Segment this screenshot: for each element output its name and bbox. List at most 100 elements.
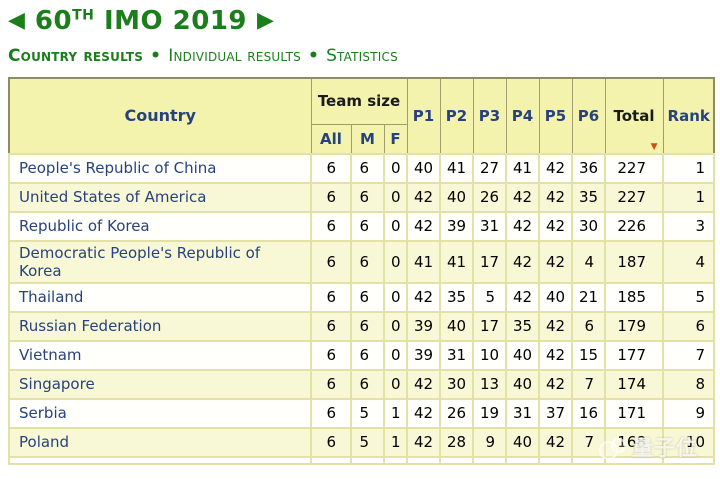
cell-total: 226 [604,210,665,242]
cell-p3: 5 [472,281,508,313]
empty-cell [406,455,442,465]
country-link[interactable]: Republic of Korea [8,210,312,242]
cell-total: 174 [604,368,665,400]
column-header-p4[interactable]: P4 [505,77,540,155]
cell-rank: 6 [662,310,716,342]
cell-rank: 5 [662,281,716,313]
column-header-p2[interactable]: P2 [439,77,474,155]
cell-team-all: 6 [310,426,352,458]
cell-team-all: 6 [310,239,352,284]
cell-p2: 31 [439,339,475,371]
cell-total: 185 [604,281,665,313]
cell-p3: 27 [472,152,508,184]
country-link[interactable]: Singapore [8,368,312,400]
empty-cell [310,455,352,465]
prev-year-arrow-icon[interactable]: ◀ [8,8,25,34]
cell-p4: 31 [505,397,541,429]
cell-team-f: 1 [382,426,409,458]
cell-p3: 17 [472,310,508,342]
cell-p4: 40 [505,368,541,400]
table-row: Vietnam 6 6 0 39 31 10 40 42 15 177 7 [8,339,716,371]
cell-p5: 42 [538,339,574,371]
table-row: United States of America 6 6 0 42 40 26 42 42 35 2… [8,181,716,213]
cell-p2: 40 [439,310,475,342]
cell-total: 227 [604,181,665,213]
cell-p3: 19 [472,397,508,429]
cell-p5: 42 [538,152,574,184]
country-link[interactable]: People's Republic of China [8,152,312,184]
nav-bullet: • [307,45,320,66]
cell-p1: 39 [406,310,442,342]
table-row: Serbia 6 5 1 42 26 19 31 37 16 171 9 [8,397,716,429]
column-header-country[interactable]: Country [8,77,312,155]
cell-team-m: 5 [350,397,385,429]
country-link[interactable]: United States of America [8,181,312,213]
table-row: Thailand 6 6 0 42 35 5 42 40 21 185 5 [8,281,716,313]
country-link[interactable]: Serbia [8,397,312,429]
cell-p6: 7 [571,426,607,458]
cell-team-f: 0 [382,368,409,400]
table-row-partial [8,455,716,465]
column-header-p3[interactable]: P3 [472,77,507,155]
cell-p1: 42 [406,426,442,458]
cell-p3: 31 [472,210,508,242]
cell-team-m: 6 [350,181,385,213]
cell-total: 168 [604,426,665,458]
page-title: 60TH IMO 2019 [34,6,248,36]
column-header-m[interactable]: M [350,124,385,155]
cell-team-m: 6 [350,310,385,342]
cell-p1: 40 [406,152,442,184]
cell-team-all: 6 [310,310,352,342]
cell-p4: 35 [505,310,541,342]
column-header-rank[interactable]: Rank [662,77,715,155]
column-header-p6[interactable]: P6 [571,77,606,155]
cell-p2: 26 [439,397,475,429]
empty-cell [439,455,475,465]
country-link[interactable]: Poland [8,426,312,458]
column-header-p1[interactable]: P1 [406,77,441,155]
country-link[interactable]: Thailand [8,281,312,313]
table-row: Republic of Korea 6 6 0 42 39 31 42 42 30 226 3 [8,210,716,242]
cell-p1: 42 [406,181,442,213]
cell-total: 187 [604,239,665,284]
cell-p3: 17 [472,239,508,284]
cell-p4: 41 [505,152,541,184]
empty-cell [505,455,541,465]
cell-rank: 7 [662,339,716,371]
column-header-f[interactable]: F [383,124,408,155]
cell-team-m: 6 [350,152,385,184]
cell-p2: 41 [439,152,475,184]
empty-cell [538,455,574,465]
country-link[interactable]: Democratic People's Republic of Korea [8,239,312,284]
cell-team-m: 6 [350,339,385,371]
next-year-arrow-icon[interactable]: ▶ [257,8,274,34]
cell-team-f: 0 [382,210,409,242]
cell-p5: 42 [538,181,574,213]
cell-p4: 40 [505,339,541,371]
cell-p4: 42 [505,239,541,284]
cell-team-f: 0 [382,339,409,371]
column-header-all[interactable]: All [310,124,352,155]
nav-link-individual-results[interactable]: Individual results [168,45,301,66]
cell-rank: 1 [662,181,716,213]
nav-link-country-results[interactable]: Country results [8,45,144,66]
country-link[interactable]: Russian Federation [8,310,312,342]
cell-total: 227 [604,152,665,184]
column-header-total[interactable]: Total ▼ [604,77,664,155]
results-nav: Country results • Individual results • Stati… [0,36,720,77]
column-header-p5[interactable]: P5 [538,77,573,155]
cell-p2: 35 [439,281,475,313]
cell-p4: 42 [505,210,541,242]
cell-p6: 36 [571,152,607,184]
country-link[interactable]: Vietnam [8,339,312,371]
table-row: Poland 6 5 1 42 28 9 40 42 7 168 10 [8,426,716,458]
cell-p1: 41 [406,239,442,284]
cell-p1: 42 [406,281,442,313]
cell-team-m: 5 [350,426,385,458]
cell-p6: 35 [571,181,607,213]
cell-team-all: 6 [310,339,352,371]
cell-p1: 39 [406,339,442,371]
nav-link-statistics[interactable]: Statistics [326,45,398,66]
cell-team-f: 0 [382,310,409,342]
cell-team-f: 1 [382,397,409,429]
